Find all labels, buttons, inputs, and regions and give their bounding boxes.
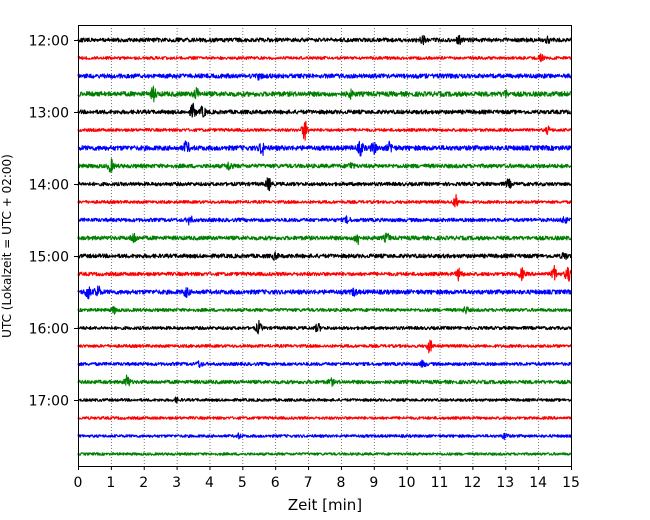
x-tick-label: 12: [463, 475, 481, 491]
trace-1415: [77, 194, 572, 208]
y-tick-label: 15:00: [29, 250, 69, 266]
x-axis-ticks: 0 1 2 3 4 5 6 7 8 9 10 11 12 13 14 15: [74, 466, 580, 491]
y-tick-label: 16:00: [29, 322, 69, 338]
trace-1730: [77, 432, 572, 441]
x-tick-label: 5: [238, 475, 247, 491]
trace-1315: [77, 120, 572, 141]
x-axis-title: Zeit [min]: [288, 496, 362, 514]
trace-1545: [77, 306, 572, 315]
trace-1630: [77, 359, 572, 369]
trace-1600: [77, 319, 572, 335]
x-tick-label: 14: [529, 475, 547, 491]
x-tick-label: 8: [336, 475, 345, 491]
y-tick-label: 12:00: [29, 34, 69, 50]
trace-1215: [77, 53, 572, 63]
x-tick-label: 7: [304, 475, 313, 491]
x-tick-label: 10: [398, 475, 416, 491]
trace-1245: [77, 85, 572, 103]
plot-frame: [78, 25, 572, 467]
y-tick-label: 13:00: [29, 106, 69, 122]
y-axis-title: UTC (Lokalzeit = UTC + 02:00): [0, 154, 14, 338]
x-tick-label: 3: [172, 475, 181, 491]
x-tick-label: 9: [369, 475, 378, 491]
trace-1345: [77, 158, 572, 173]
trace-1230: [77, 73, 572, 81]
y-tick-label: 14:00: [29, 178, 69, 194]
trace-1500: [77, 251, 572, 261]
x-tick-label: 6: [271, 475, 280, 491]
traces: [77, 34, 572, 456]
y-axis-ticks: 12:00 13:00 14:00 15:00 16:00 17:00: [29, 34, 78, 410]
trace-1615: [77, 339, 572, 354]
y-tick-label: 17:00: [29, 394, 69, 410]
trace-1715: [77, 416, 572, 420]
x-tick-label: 4: [205, 475, 214, 491]
x-tick-label: 0: [74, 475, 83, 491]
trace-1330: [77, 140, 572, 157]
trace-1645: [77, 374, 572, 387]
x-tick-label: 2: [139, 475, 148, 491]
trace-1200: [77, 34, 572, 46]
x-tick-label: 11: [431, 475, 449, 491]
trace-1445: [77, 232, 572, 246]
trace-1400: [77, 177, 572, 192]
x-tick-label: 1: [106, 475, 115, 491]
x-tick-label: 13: [496, 475, 514, 491]
trace-1430: [77, 215, 572, 226]
trace-1700: [77, 396, 572, 404]
trace-1530: [77, 285, 572, 300]
trace-1745: [77, 452, 572, 456]
trace-1515: [77, 264, 572, 282]
x-tick-label: 15: [562, 475, 580, 491]
trace-1300: [77, 102, 572, 118]
